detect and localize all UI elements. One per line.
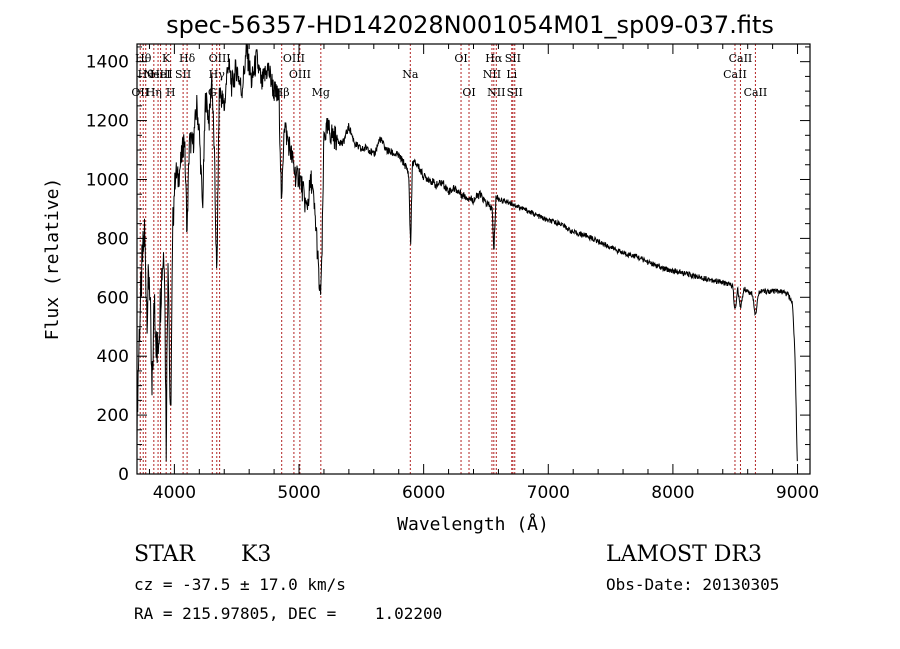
- x-tick-label: 5000: [277, 483, 320, 503]
- y-tick-label: 600: [97, 288, 129, 308]
- line-marker-label: Li: [506, 68, 517, 81]
- line-marker-label: OII: [131, 86, 149, 99]
- line-marker-label: OI: [462, 86, 475, 99]
- line-marker-label: Na: [402, 68, 419, 81]
- line-marker-label: CaII: [729, 52, 753, 65]
- line-marker-label: OI: [454, 52, 467, 65]
- y-tick-label: 1000: [86, 170, 129, 190]
- coordinates: RA = 215.97805, DEC = 1.02200: [134, 604, 442, 623]
- y-tick-label: 200: [97, 406, 129, 426]
- line-marker-label: HeI: [150, 68, 170, 81]
- line-marker-label: Hβ: [274, 86, 290, 99]
- y-tick-label: 1400: [86, 53, 129, 73]
- y-axis-label: Flux (relative): [42, 178, 63, 341]
- y-tick-label: 400: [97, 347, 129, 367]
- x-tick-label: 7000: [527, 483, 570, 503]
- redshift-cz: cz = -37.5 ± 17.0 km/s: [134, 575, 346, 594]
- line-marker-label: Hθ: [138, 68, 155, 81]
- line-marker-label: SII: [175, 68, 191, 81]
- line-marker-label: SII: [507, 86, 523, 99]
- line-marker-label: NeIII: [143, 68, 172, 81]
- line-marker-label: Hα: [485, 52, 503, 65]
- observation-date: Obs-Date: 20130305: [606, 575, 779, 594]
- spectrum-series: [136, 43, 798, 462]
- chart-title: spec-56357-HD142028N001054M01_sp09-037.f…: [166, 11, 774, 39]
- line-marker-label: CaII: [744, 86, 768, 99]
- survey-name: LAMOST DR3: [606, 542, 762, 567]
- line-marker-label: K: [162, 52, 171, 65]
- line-marker-label: OIII: [283, 52, 305, 65]
- y-tick-label: 1200: [86, 112, 129, 132]
- line-marker-label: CaII: [723, 68, 747, 81]
- spectrum-line: [136, 43, 798, 462]
- y-tick-label: 0: [118, 465, 129, 485]
- y-axis: 0 200 400 600 800 1000 1200 1400: [86, 46, 810, 485]
- x-axis-label: Wavelength (Å): [397, 513, 549, 535]
- object-class: STAR: [134, 542, 196, 567]
- x-tick-label: 6000: [402, 483, 445, 503]
- line-marker-label: SII: [505, 52, 521, 65]
- line-marker-label: Hγ: [209, 68, 226, 81]
- line-marker-label: G: [208, 86, 217, 99]
- line-marker-group: [139, 44, 756, 474]
- line-marker-label: Hη: [146, 86, 162, 99]
- x-tick-label: 8000: [651, 483, 694, 503]
- line-marker-label: NII: [483, 68, 501, 81]
- plot-frame: [136, 43, 811, 475]
- line-marker-label: OIII: [289, 68, 311, 81]
- y-tick-label: 800: [97, 229, 129, 249]
- line-marker-label: NII: [487, 86, 505, 99]
- line-marker-label: OIII: [209, 52, 231, 65]
- x-tick-label: 4000: [153, 483, 196, 503]
- x-tick-label: 9000: [776, 483, 819, 503]
- line-marker-label: Hδ: [179, 52, 196, 65]
- object-subclass: K3: [241, 542, 271, 567]
- line-marker-label: Mg: [312, 86, 330, 99]
- x-axis: 4000 5000 6000 7000 8000 9000: [148, 44, 819, 503]
- line-marker-label: H: [166, 86, 176, 99]
- line-marker-label: Hθ: [135, 52, 152, 65]
